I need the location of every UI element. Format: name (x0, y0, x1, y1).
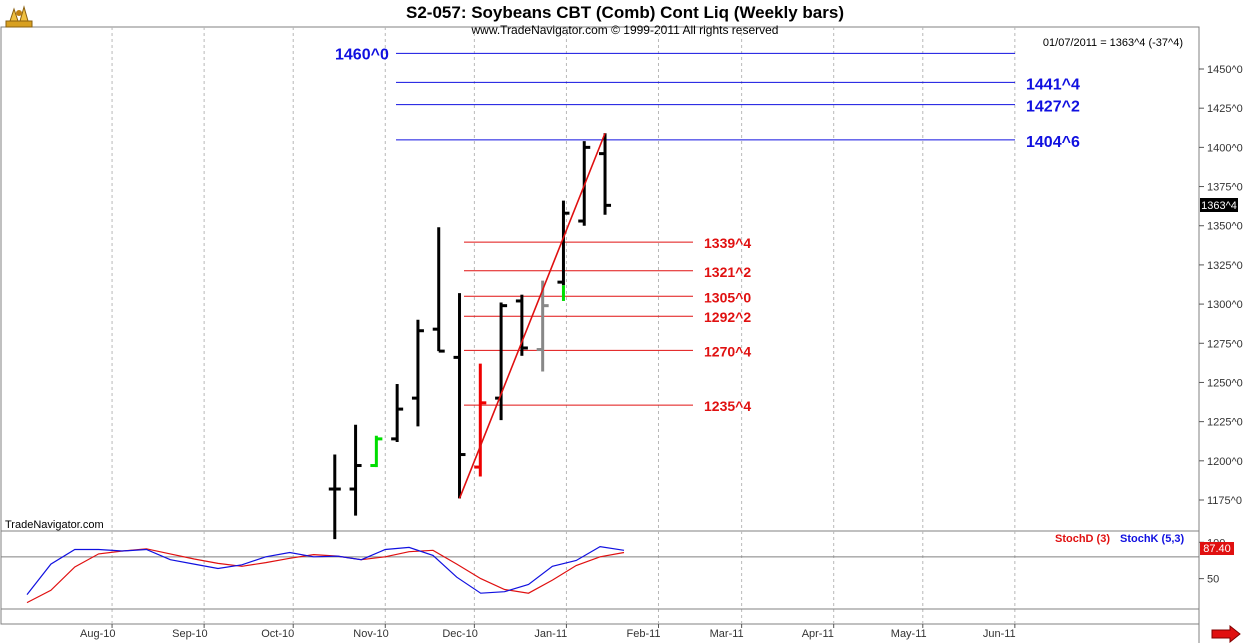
support-label: 1321^2 (704, 264, 751, 280)
ohlc-bar (349, 424, 362, 516)
x-tick-label: Mar-11 (710, 628, 744, 640)
support-label: 1339^4 (704, 235, 751, 251)
y-tick-label: 1425^0 (1207, 103, 1243, 115)
horizontal-levels: 1460^0 1441^4 1427^2 1404^6 1339^4 1321^2 1305… (335, 46, 1080, 414)
y-tick-label: 1375^0 (1207, 182, 1243, 194)
price-axis: 1175^0 1200^0 1225^0 1250^0 1275^0 1300^0 1325… (1199, 64, 1243, 507)
y-tick-label: 1450^0 (1207, 64, 1243, 76)
legend-stochd: StochD (3) (1055, 533, 1110, 545)
stochastic-indicator: 10050 (1, 537, 1225, 610)
x-tick-label: Sep-10 (172, 628, 207, 640)
ohlc-bar (536, 280, 549, 372)
support-label: 1305^0 (704, 289, 751, 305)
y-tick-label: 1275^0 (1207, 338, 1243, 350)
copyright-text: www.TradeNavigator.com © 1999-2011 All r… (471, 23, 779, 37)
y-tick-label: 1400^0 (1207, 142, 1243, 154)
time-axis: Aug-10 Sep-10 Oct-10 Nov-10 Dec-10 Jan-11 Feb-… (80, 624, 1016, 640)
y-tick-label: 1250^0 (1207, 377, 1243, 389)
resistance-label: 1404^6 (1026, 134, 1080, 151)
x-tick-label: Jan-11 (534, 628, 567, 640)
price-marker: 1363^4 (1200, 198, 1238, 212)
x-tick-label: Jun-11 (983, 628, 1016, 640)
stochk-line (26, 545, 625, 595)
price-marker-label: 1363^4 (1201, 200, 1237, 212)
ohlc-bar (411, 319, 424, 427)
logo-icon (5, 5, 33, 28)
x-tick-label: Aug-10 (80, 628, 115, 640)
support-label: 1270^4 (704, 343, 751, 359)
ohlc-bar (328, 454, 341, 540)
y-tick-label: 1300^0 (1207, 299, 1243, 311)
support-label: 1235^4 (704, 398, 751, 414)
legend-stochk: StochK (5,3) (1120, 533, 1185, 545)
trendline-segment (458, 132, 606, 499)
x-tick-label: Apr-11 (802, 628, 834, 640)
ohlc-bar (515, 294, 528, 356)
scroll-right-arrow-icon[interactable] (1211, 624, 1241, 643)
ohlc-bar (391, 384, 404, 443)
resistance-label: 1441^4 (1026, 76, 1080, 93)
watermark: TradeNavigator.com (5, 519, 104, 531)
y-tick-label: 1175^0 (1207, 495, 1242, 507)
x-tick-label: Nov-10 (353, 628, 388, 640)
indicator-marker-label: 87.40 (1203, 543, 1231, 555)
ohlc-bar (370, 435, 383, 468)
x-tick-label: Dec-10 (442, 628, 477, 640)
y-tick-label: 1350^0 (1207, 221, 1243, 233)
y-tick-label: 1225^0 (1207, 417, 1243, 429)
indicator-marker: 87.40 (1200, 542, 1234, 555)
price-bars (328, 133, 612, 540)
last-quote: 01/07/2011 = 1363^4 (-37^4) (1043, 37, 1183, 49)
ohlc-bar (432, 227, 445, 353)
indicator-tick-label: 50 (1207, 574, 1219, 586)
resistance-label: 1427^2 (1026, 99, 1080, 116)
support-label: 1292^2 (704, 309, 751, 325)
resistance-label: 1460^0 (335, 46, 389, 63)
ohlc-bar (599, 133, 612, 215)
ohlc-bar (453, 293, 466, 499)
trendline (458, 132, 606, 499)
x-tick-label: May-11 (891, 628, 927, 640)
ohlc-bar (557, 200, 570, 301)
x-tick-label: Feb-11 (626, 628, 660, 640)
ohlc-bar (474, 363, 487, 477)
y-tick-label: 1200^0 (1207, 456, 1243, 468)
y-tick-label: 1325^0 (1207, 260, 1243, 272)
x-tick-label: Oct-10 (261, 628, 294, 640)
chart-title: S2-057: Soybeans CBT (Comb) Cont Liq (We… (406, 3, 844, 22)
